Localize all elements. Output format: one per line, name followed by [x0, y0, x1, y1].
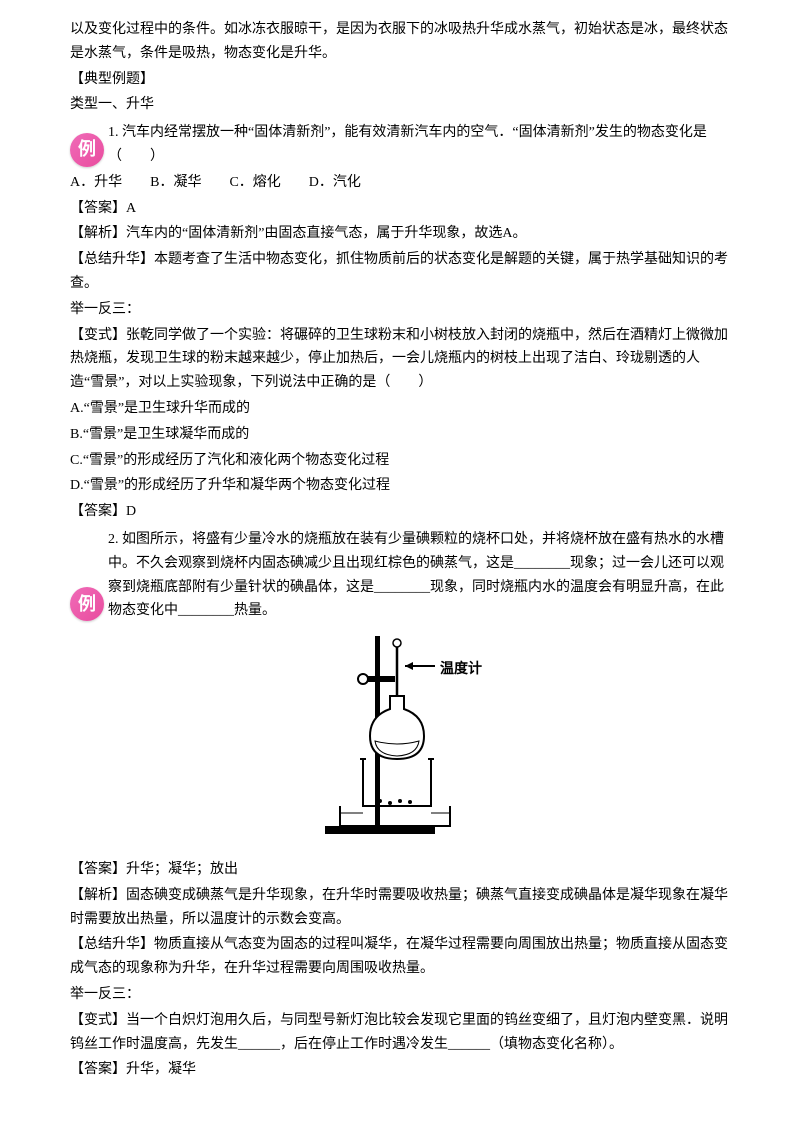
example-1-question: 1. 汽车内经常摆放一种“固体清新剂”，能有效清新汽车内的空气．“固体清新剂”发…	[108, 121, 730, 169]
ex1-variant-opt-c: C.“雪景”的形成经历了汽化和液化两个物态变化过程	[70, 449, 730, 473]
ex2-variant-answer: 【答案】升华，凝华	[70, 1058, 730, 1082]
ex2-explanation: 【解析】固态碘变成碘蒸气是升华现象，在升华时需要吸收热量；碘蒸气直接变成碘晶体是…	[70, 884, 730, 932]
ex1-summary: 【总结升华】本题考查了生活中物态变化，抓住物质前后的状态变化是解题的关键，属于热…	[70, 248, 730, 296]
example-2-question: 2. 如图所示，将盛有少量冷水的烧瓶放在装有少量碘颗粒的烧杯口处，并将烧杯放在盛…	[108, 528, 730, 623]
ex1-variant-question: 【变式】张乾同学做了一个实验：将碾碎的卫生球粉末和小树枝放入封闭的烧瓶中，然后在…	[70, 324, 730, 395]
example-1-header: 例 1. 汽车内经常摆放一种“固体清新剂”，能有效清新汽车内的空气．“固体清新剂…	[70, 121, 730, 169]
example-icon: 例	[70, 133, 104, 167]
intro-p1: 以及变化过程中的条件。如冰冻衣服晾干，是因为衣服下的冰吸热升华成水蒸气，初始状态…	[70, 18, 730, 66]
ex1-variant-answer: 【答案】D	[70, 500, 730, 524]
ex1-variant-opt-d: D.“雪景”的形成经历了升华和凝华两个物态变化过程	[70, 474, 730, 498]
ex1-answer: 【答案】A	[70, 197, 730, 221]
ex1-variant-opt-b: B.“雪景”是卫生球凝华而成的	[70, 423, 730, 447]
ex2-variant-label: 举一反三：	[70, 983, 730, 1007]
ex2-answer: 【答案】升华；凝华；放出	[70, 858, 730, 882]
example-2-header: 例 2. 如图所示，将盛有少量冷水的烧瓶放在装有少量碘颗粒的烧杯口处，并将烧杯放…	[70, 528, 730, 623]
experiment-figure: 温度计	[70, 631, 730, 850]
ex1-variant-label: 举一反三：	[70, 298, 730, 322]
intro-p3: 类型一、升华	[70, 93, 730, 117]
ex2-summary: 【总结升华】物质直接从气态变为固态的过程叫凝华，在凝华过程需要向周围放出热量；物…	[70, 933, 730, 981]
intro-p2: 【典型例题】	[70, 68, 730, 92]
ex1-variant-opt-a: A.“雪景”是卫生球升华而成的	[70, 397, 730, 421]
figure-label-thermometer: 温度计	[440, 657, 482, 681]
ex1-explanation: 【解析】汽车内的“固体清新剂”由固态直接气态，属于升华现象，故选A。	[70, 222, 730, 246]
example-icon: 例	[70, 587, 104, 621]
ex1-options: A．升华 B．凝华 C．熔化 D．汽化	[70, 171, 730, 195]
ex2-variant-question: 【变式】当一个白炽灯泡用久后，与同型号新灯泡比较会发现它里面的钨丝变细了，且灯泡…	[70, 1009, 730, 1057]
